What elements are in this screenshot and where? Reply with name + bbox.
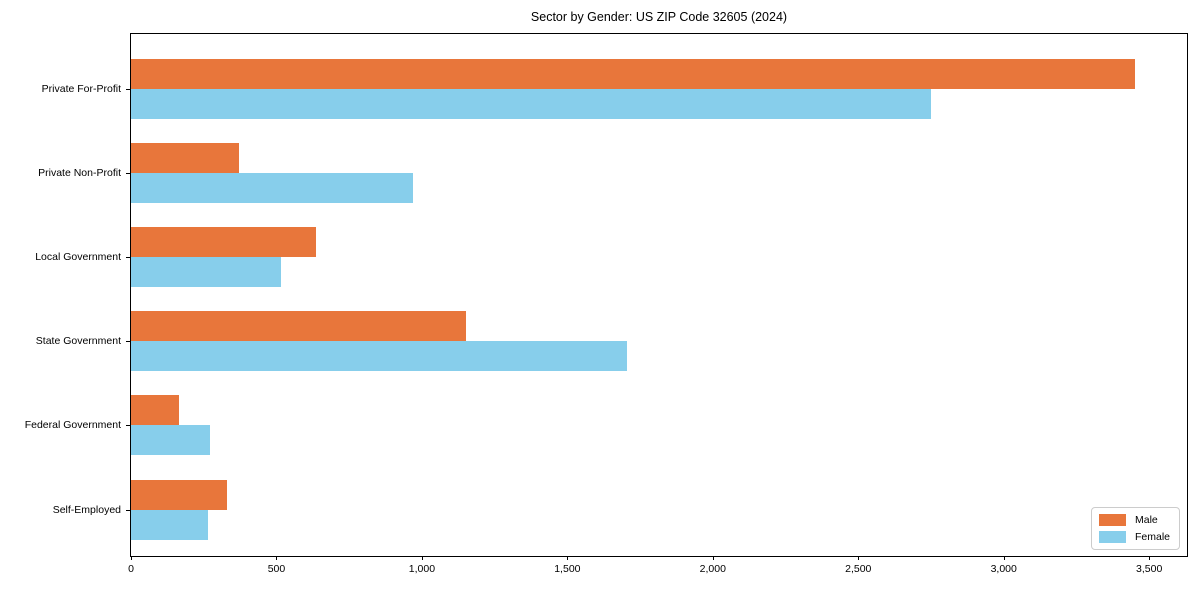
x-tick-mark — [131, 556, 132, 560]
x-tick-label: 0 — [128, 563, 134, 575]
bar-male-private-for-profit — [131, 58, 1135, 89]
x-tick-mark — [1003, 556, 1005, 560]
y-tick-mark — [126, 172, 130, 174]
x-tick-mark — [421, 556, 423, 560]
bar-female-federal-government — [131, 425, 210, 456]
legend-swatch-female — [1098, 531, 1126, 543]
legend-swatch-male — [1098, 514, 1126, 526]
y-tick-mark — [126, 509, 130, 511]
category-label-state-government: State Government — [35, 335, 121, 348]
chart-title: Sector by Gender: US ZIP Code 32605 (202… — [530, 10, 788, 24]
x-tick-label: 3,500 — [1136, 563, 1163, 575]
x-tick-mark — [567, 556, 569, 560]
x-tick-label: 3,000 — [990, 563, 1017, 575]
bar-female-state-government — [131, 341, 627, 372]
x-tick-label: 1,000 — [408, 563, 436, 575]
bar-male-federal-government — [131, 395, 179, 426]
bar-female-self-employed — [131, 509, 209, 540]
category-label-private-for-profit: Private For-Profit — [41, 82, 121, 95]
y-tick-mark — [126, 425, 130, 427]
bar-female-private-non-profit — [131, 172, 414, 203]
x-tick-mark — [712, 556, 714, 560]
x-tick-label: 500 — [267, 563, 286, 575]
legend: Male Female — [1090, 507, 1180, 550]
x-tick-label: 2,500 — [845, 563, 872, 575]
y-tick-mark — [126, 341, 130, 343]
legend-label-male: Male — [1134, 514, 1158, 526]
x-tick-label: 2,000 — [699, 563, 726, 575]
bar-female-local-government — [131, 256, 281, 287]
legend-label-female: Female — [1134, 531, 1170, 543]
bar-female-private-for-profit — [131, 88, 931, 119]
category-label-self-employed: Self-Employed — [52, 503, 121, 516]
bar-male-local-government — [131, 226, 316, 257]
legend-entry-female: Female — [1098, 531, 1170, 543]
x-tick-label: 1,500 — [554, 563, 581, 575]
bar-male-private-non-profit — [131, 142, 239, 173]
legend-entry-male: Male — [1098, 514, 1170, 526]
x-tick-mark — [276, 556, 278, 560]
category-label-local-government: Local Government — [35, 250, 121, 263]
plot-area: Male Female Private For-Profit Private Non… — [25, 33, 1188, 575]
y-tick-mark — [126, 256, 130, 258]
x-tick-mark — [858, 556, 860, 560]
x-tick-mark — [1149, 556, 1151, 560]
category-label-private-non-profit: Private Non-Profit — [38, 166, 121, 179]
y-tick-mark — [126, 88, 130, 90]
category-label-federal-government: Federal Government — [24, 419, 121, 432]
bar-male-state-government — [131, 311, 466, 342]
bar-male-self-employed — [131, 479, 227, 510]
